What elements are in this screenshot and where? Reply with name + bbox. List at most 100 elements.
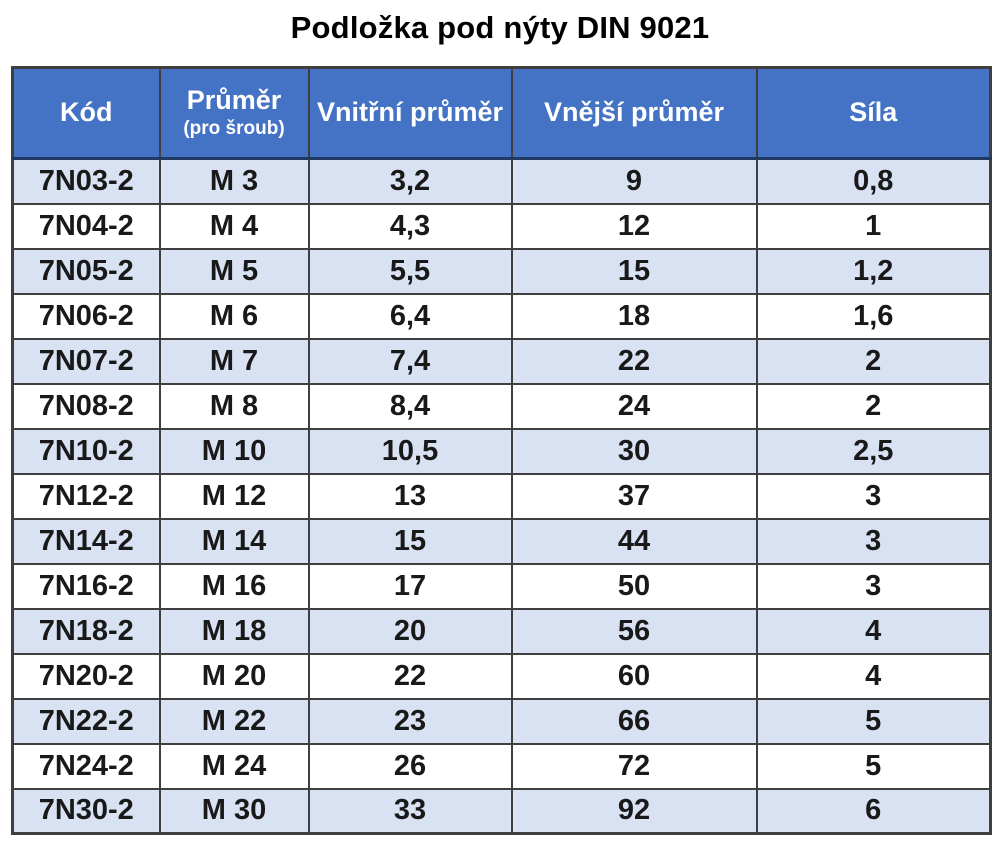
table-cell: 30 [510,427,758,475]
table-cell: 18 [510,292,758,340]
table-row: 7N16-2 M 16 17 50 3 [11,562,992,610]
table-cell: 8,4 [307,382,513,430]
table-body: 7N03-2 M 3 3,2 9 0,8 7N04-2 M 4 4,3 12 1 7N05-2 M 5… [11,157,992,835]
table-cell: 2,5 [755,427,992,475]
table-header: Kód Průměr (pro šroub) Vnitřní průměr Vn… [11,66,992,160]
table-cell: 15 [510,247,758,295]
table-cell: 44 [510,517,758,565]
table-cell: 7N07-2 [11,337,161,385]
table-cell: 24 [510,382,758,430]
table-row: 7N10-2 M 10 10,5 30 2,5 [11,427,992,475]
page-title: Podložka pod nýty DIN 9021 [290,10,710,45]
table-cell: M 16 [158,562,310,610]
table-cell: 50 [510,562,758,610]
table-cell: 22 [307,652,513,700]
table-cell: 22 [510,337,758,385]
column-header-vnejsi-prumer: Vnější průměr [510,66,758,160]
table-cell: 10,5 [307,427,513,475]
table-cell: 7N08-2 [11,382,161,430]
table-cell: M 14 [158,517,310,565]
table-cell: 7N10-2 [11,427,161,475]
column-header-vnitrni-prumer: Vnitřní průměr [307,66,513,160]
table-row: 7N30-2 M 30 33 92 6 [11,787,992,835]
table-cell: 7N18-2 [11,607,161,655]
table-row: 7N18-2 M 18 20 56 4 [11,607,992,655]
column-header-label: Kód [60,97,113,128]
table-cell: 6,4 [307,292,513,340]
table-row: 7N07-2 M 7 7,4 22 2 [11,337,992,385]
table-cell: 9 [510,157,758,205]
table-cell: 1,6 [755,292,992,340]
table-cell: M 18 [158,607,310,655]
column-header-sila: Síla [755,66,992,160]
table-cell: M 22 [158,697,310,745]
table-cell: M 3 [158,157,310,205]
column-header-label: Průměr [186,85,282,116]
table-cell: 4 [755,607,992,655]
table-row: 7N05-2 M 5 5,5 15 1,2 [11,247,992,295]
table-cell: M 7 [158,337,310,385]
table-cell: 26 [307,742,513,790]
table-cell: 60 [510,652,758,700]
table-row: 7N08-2 M 8 8,4 24 2 [11,382,992,430]
table-cell: 23 [307,697,513,745]
table-cell: 7N06-2 [11,292,161,340]
table-cell: 20 [307,607,513,655]
washer-spec-table: Kód Průměr (pro šroub) Vnitřní průměr Vn… [11,66,992,835]
table-cell: M 12 [158,472,310,520]
table-cell: M 30 [158,787,310,835]
table-row: 7N20-2 M 20 22 60 4 [11,652,992,700]
table-cell: 7,4 [307,337,513,385]
table-cell: 37 [510,472,758,520]
table-cell: M 5 [158,247,310,295]
column-header-sublabel: (pro šroub) [183,118,285,140]
table-cell: 5,5 [307,247,513,295]
table-cell: M 20 [158,652,310,700]
table-cell: 2 [755,382,992,430]
table-cell: 17 [307,562,513,610]
table-cell: 3 [755,472,992,520]
table-row: 7N03-2 M 3 3,2 9 0,8 [11,157,992,205]
table-cell: M 10 [158,427,310,475]
table-row: 7N04-2 M 4 4,3 12 1 [11,202,992,250]
table-cell: 7N22-2 [11,697,161,745]
table-cell: 3,2 [307,157,513,205]
table-cell: 92 [510,787,758,835]
column-header-label: Vnitřní průměr [316,97,504,128]
table-cell: 12 [510,202,758,250]
table-cell: 56 [510,607,758,655]
table-cell: M 8 [158,382,310,430]
table-cell: 0,8 [755,157,992,205]
table-row: 7N06-2 M 6 6,4 18 1,6 [11,292,992,340]
table-cell: 7N03-2 [11,157,161,205]
table-cell: 1,2 [755,247,992,295]
header-row: Kód Průměr (pro šroub) Vnitřní průměr Vn… [11,66,992,160]
table-cell: 1 [755,202,992,250]
table-cell: 7N05-2 [11,247,161,295]
table-cell: 2 [755,337,992,385]
table-cell: 4 [755,652,992,700]
table-cell: 15 [307,517,513,565]
table-cell: 7N24-2 [11,742,161,790]
table-cell: 66 [510,697,758,745]
table-cell: M 6 [158,292,310,340]
table-cell: 7N14-2 [11,517,161,565]
table-cell: 7N30-2 [11,787,161,835]
table-cell: 6 [755,787,992,835]
table-cell: 5 [755,697,992,745]
table-row: 7N12-2 M 12 13 37 3 [11,472,992,520]
table-cell: 72 [510,742,758,790]
column-header-kod: Kód [11,66,161,160]
table-cell: M 4 [158,202,310,250]
table-cell: 4,3 [307,202,513,250]
table-cell: 7N16-2 [11,562,161,610]
table-cell: 7N12-2 [11,472,161,520]
table-cell: M 24 [158,742,310,790]
table-cell: 3 [755,562,992,610]
table-cell: 13 [307,472,513,520]
table-row: 7N22-2 M 22 23 66 5 [11,697,992,745]
table-cell: 3 [755,517,992,565]
table-row: 7N14-2 M 14 15 44 3 [11,517,992,565]
table-cell: 33 [307,787,513,835]
table-cell: 7N04-2 [11,202,161,250]
